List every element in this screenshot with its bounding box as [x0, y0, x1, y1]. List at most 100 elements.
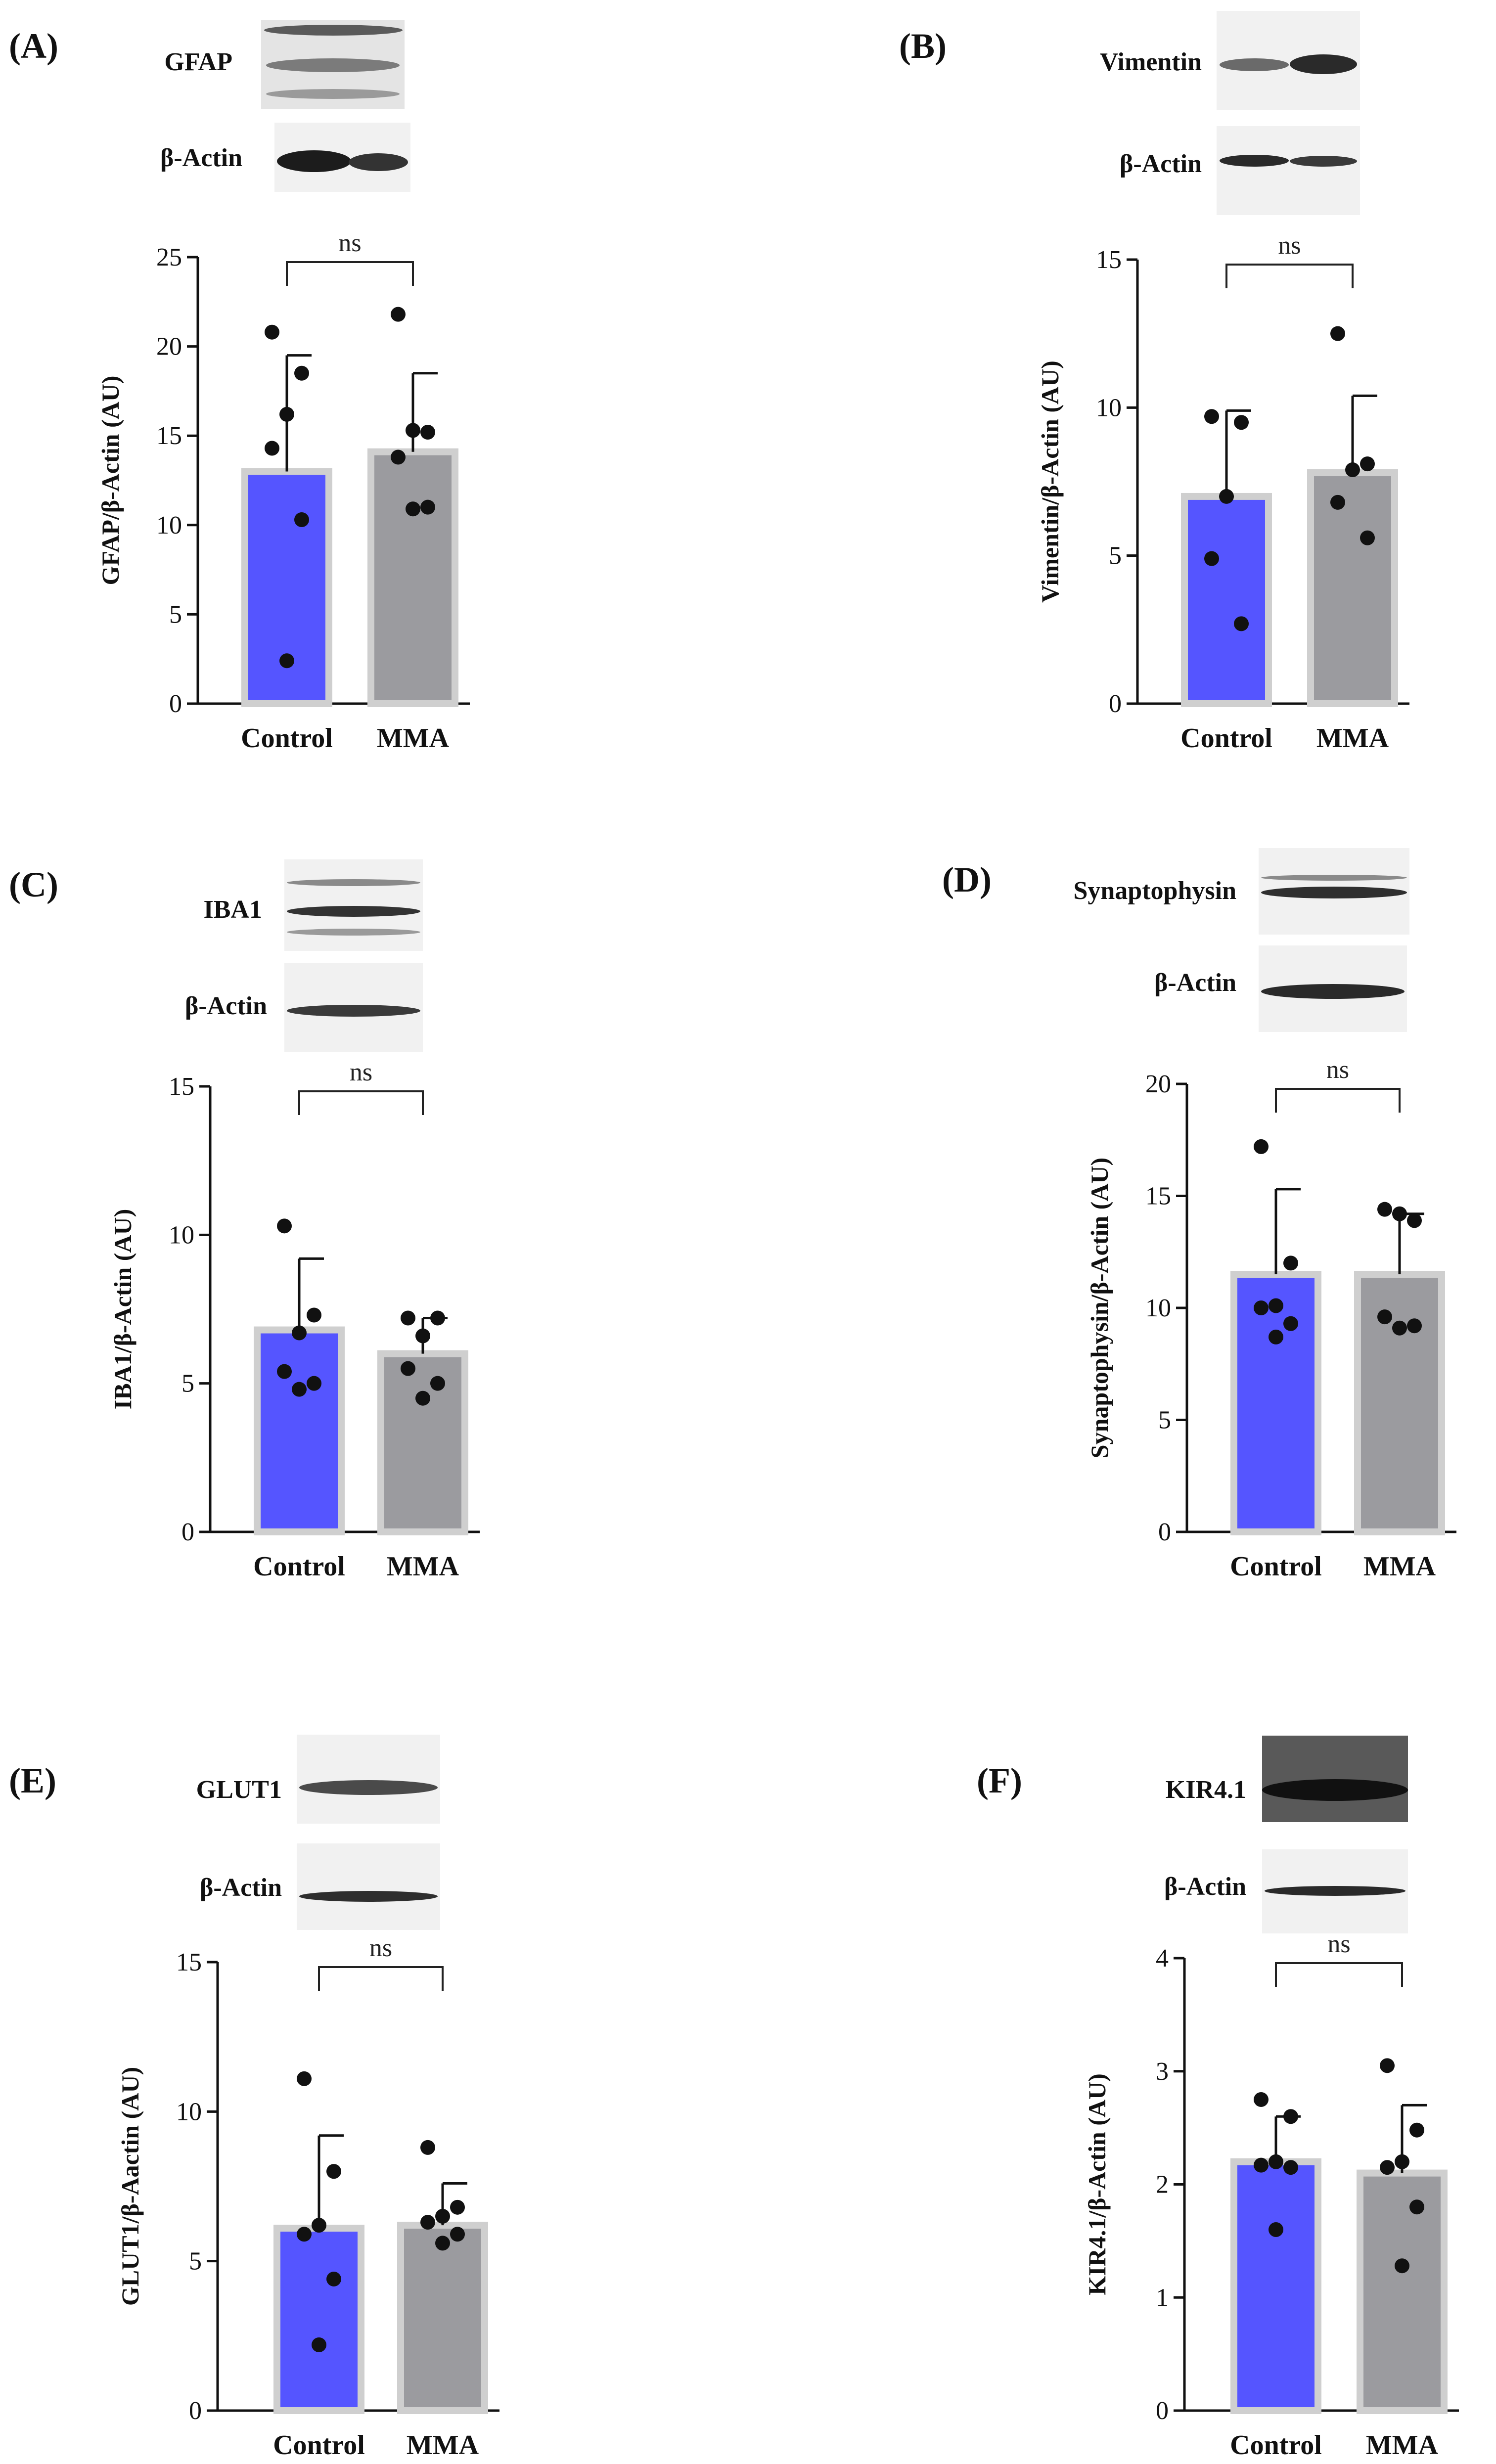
- x-tick-label: Control: [273, 2430, 365, 2461]
- y-tick-label: 15: [156, 422, 182, 450]
- panel-letter: (E): [9, 1761, 56, 1800]
- data-point: [1330, 494, 1345, 510]
- data-point: [1204, 551, 1219, 566]
- bar: [1357, 2169, 1448, 2414]
- panel-letter: (B): [899, 26, 947, 66]
- data-point: [277, 1364, 292, 1379]
- data-point: [279, 653, 294, 669]
- y-tick-label: 15: [1096, 246, 1122, 274]
- significance-label: ns: [369, 1934, 392, 1962]
- blot-label-actin: β-Actin: [1164, 1873, 1246, 1901]
- blot-band: [1261, 875, 1407, 881]
- data-point: [1392, 1320, 1407, 1336]
- x-tick-label: Control: [1180, 723, 1272, 754]
- data-point: [1330, 326, 1345, 341]
- data-point: [391, 449, 406, 465]
- western-blot-image: [284, 963, 423, 1052]
- data-point: [1395, 2154, 1409, 2169]
- data-point: [420, 499, 435, 515]
- blot-label-target: GFAP: [164, 48, 232, 76]
- data-point: [430, 1376, 445, 1391]
- blot-band: [1290, 156, 1357, 167]
- data-point: [435, 2236, 450, 2251]
- data-point: [1407, 1213, 1422, 1228]
- blot-label-target: Vimentin: [1099, 48, 1202, 76]
- x-tick-label: MMA: [1316, 723, 1389, 754]
- data-point: [1234, 415, 1249, 430]
- blot-band: [1290, 54, 1357, 74]
- data-point: [1345, 462, 1360, 478]
- x-tick-label: Control: [241, 723, 333, 754]
- western-blot-image: [297, 1735, 440, 1824]
- data-point: [401, 1361, 415, 1376]
- x-tick-label: Control: [1230, 1551, 1322, 1582]
- data-point: [415, 1328, 430, 1344]
- bar: [1230, 1271, 1321, 1536]
- western-blot-image: [1262, 1736, 1408, 1822]
- data-point: [292, 1325, 307, 1341]
- data-point: [1395, 2258, 1409, 2274]
- significance-bracket: [1275, 1962, 1403, 1987]
- data-point: [1377, 1202, 1392, 1217]
- data-point: [1234, 616, 1249, 631]
- x-tick-label: MMA: [1366, 2430, 1439, 2461]
- data-point: [1254, 1139, 1269, 1154]
- blot-band: [287, 879, 420, 886]
- data-point: [294, 512, 309, 527]
- data-point: [430, 1310, 445, 1326]
- y-tick-label: 10: [1145, 1294, 1171, 1322]
- data-point: [420, 2215, 435, 2230]
- plot-area: 0 5 10 15 IBA1/β-Actin (AU) Control MMA ns: [109, 1058, 480, 1582]
- data-point: [277, 1218, 292, 1234]
- panel-letter: (D): [942, 860, 992, 899]
- y-axis-title: Vimentin/β-Actin (AU): [1036, 360, 1064, 603]
- data-point: [1409, 2199, 1424, 2215]
- y-tick-label: 5: [1158, 1406, 1171, 1434]
- plot-area: 0 5 10 15 20 25 GFAP/β-Actin (AU) Control MMA ns: [96, 229, 470, 754]
- blot-band: [266, 58, 400, 72]
- data-point: [1219, 489, 1234, 504]
- x-tick-label: MMA: [377, 723, 450, 754]
- x-tick-label: Control: [1230, 2430, 1322, 2461]
- data-point: [1360, 530, 1375, 545]
- blot-label-target: KIR4.1: [1165, 1776, 1246, 1804]
- western-blot-image: [297, 1843, 440, 1930]
- data-point: [307, 1376, 321, 1391]
- data-point: [1283, 1316, 1298, 1331]
- blot-band: [1220, 155, 1289, 167]
- western-blot-image: [1259, 945, 1407, 1032]
- blot-band: [287, 1005, 420, 1017]
- significance-bracket: [1275, 1088, 1401, 1113]
- x-tick-label: MMA: [1363, 1551, 1436, 1582]
- data-point: [312, 2218, 326, 2233]
- data-point: [420, 2140, 435, 2155]
- data-point: [279, 406, 294, 422]
- significance-bracket: [318, 1966, 444, 1991]
- y-axis-title: Synaptophysin/β-Actin (AU): [1086, 1158, 1113, 1458]
- y-tick-label: 10: [169, 1221, 194, 1249]
- significance-bracket: [1225, 264, 1354, 288]
- data-point: [1254, 2092, 1269, 2107]
- blot-label-target: Synaptophysin: [1073, 877, 1236, 905]
- data-point: [406, 501, 420, 517]
- data-point: [1269, 1298, 1283, 1313]
- blot-band: [299, 1891, 438, 1902]
- blot-label-target: IBA1: [203, 896, 262, 924]
- y-axis-title: GLUT1/β-Aactin (AU): [116, 2067, 144, 2306]
- blot-band: [1265, 1886, 1405, 1896]
- data-point: [1283, 2109, 1298, 2124]
- significance-label: ns: [1326, 1056, 1349, 1084]
- data-point: [1283, 2160, 1298, 2175]
- y-tick-label: 10: [1096, 394, 1122, 422]
- x-tick-label: MMA: [387, 1551, 459, 1582]
- blot-label-actin: β-Actin: [184, 992, 267, 1020]
- western-blot-image: [1259, 848, 1409, 935]
- data-point: [294, 365, 309, 381]
- blot-band: [287, 906, 420, 917]
- blot-band: [1262, 1779, 1408, 1801]
- blot-band: [1261, 887, 1407, 898]
- y-tick-label: 20: [1145, 1070, 1171, 1098]
- significance-label: ns: [1327, 1930, 1350, 1958]
- panel-letter: (C): [9, 865, 58, 904]
